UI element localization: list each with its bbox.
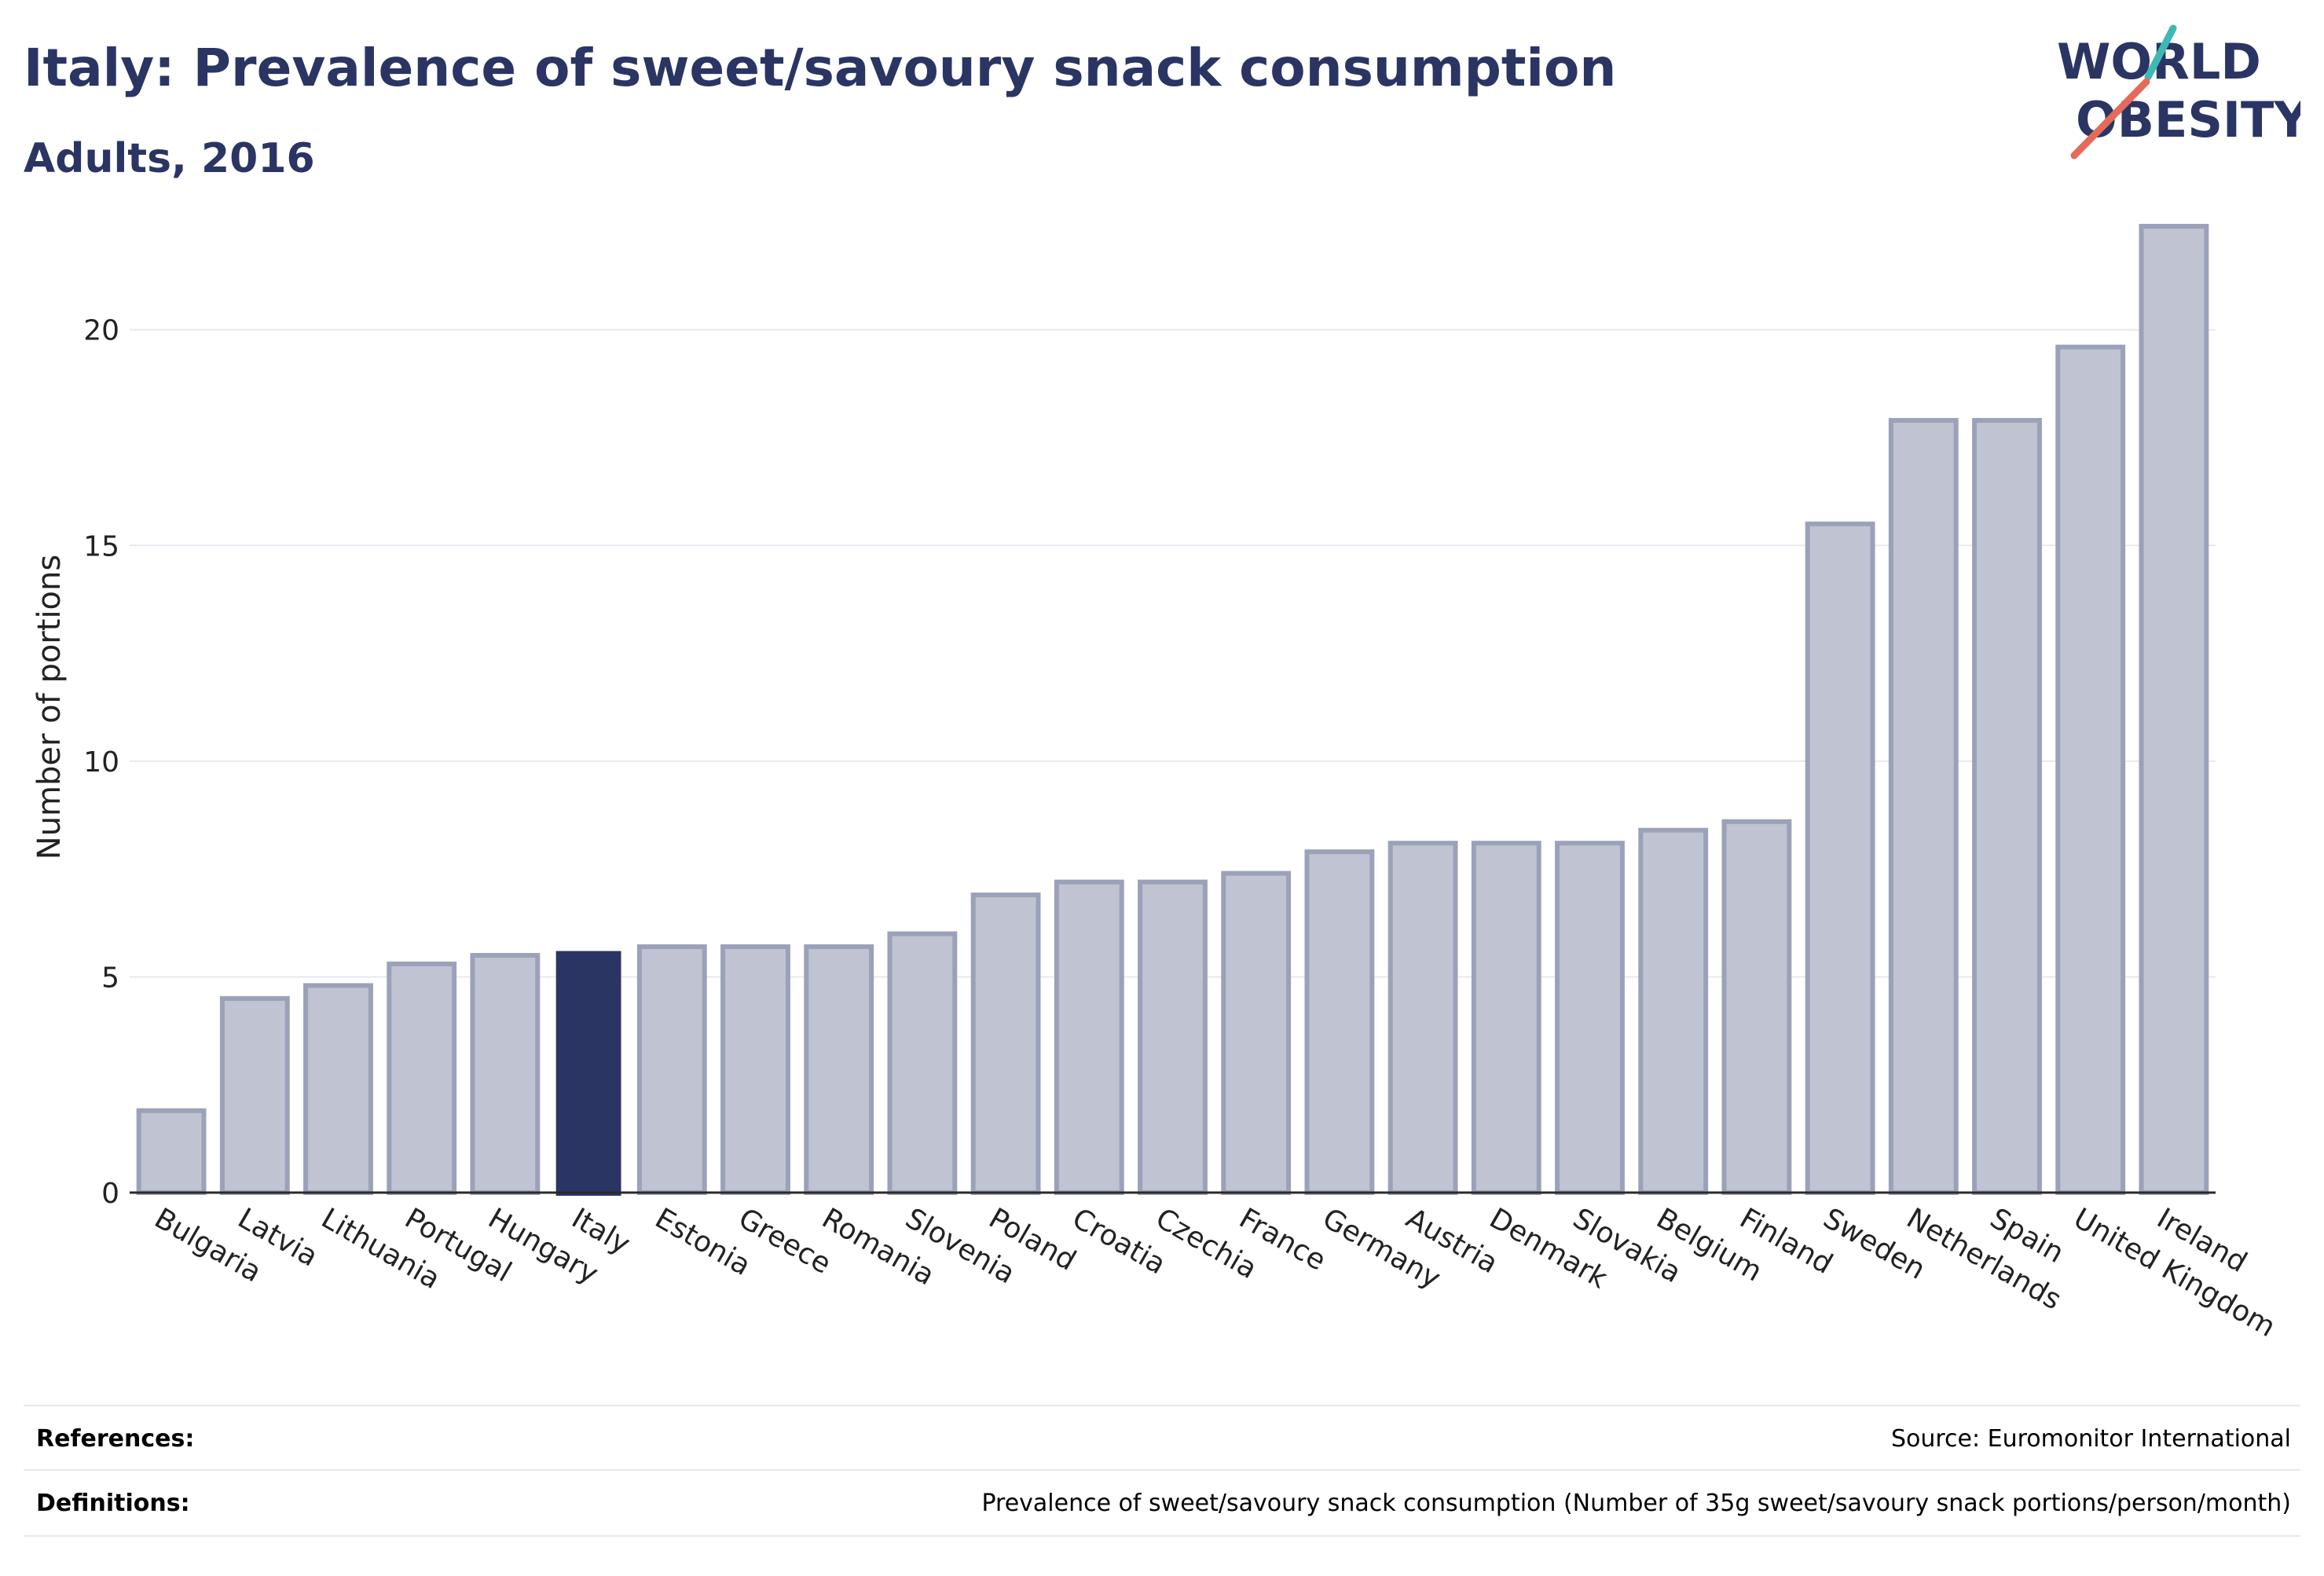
x-tick-label: Estonia bbox=[650, 1202, 756, 1282]
bar-romania bbox=[804, 944, 874, 1195]
y-tick-label: 20 bbox=[83, 315, 119, 347]
bar-slovakia bbox=[1555, 841, 1625, 1195]
bar-poland bbox=[970, 892, 1041, 1195]
bar-hungary bbox=[470, 952, 541, 1195]
x-tick-label: Greece bbox=[733, 1202, 836, 1281]
chart-subtitle: Adults, 2016 bbox=[24, 135, 315, 182]
bar-belgium bbox=[1638, 827, 1709, 1196]
references-row: References: Source: Euromonitor Internat… bbox=[24, 1405, 2300, 1471]
bar-austria bbox=[1387, 841, 1458, 1195]
bar-bulgaria bbox=[136, 1108, 207, 1195]
definitions-value: Prevalence of sweet/savoury snack consum… bbox=[981, 1490, 2291, 1517]
definitions-row: Definitions: Prevalence of sweet/savoury… bbox=[24, 1469, 2300, 1537]
bar-chart: 0 5 10 15 20 BulgariaLatviaLithuaniaPortugal… bbox=[31, 223, 2281, 1343]
chart-title: Italy: Prevalence of sweet/savoury snack… bbox=[24, 38, 1617, 98]
y-tick-label: 0 bbox=[101, 1178, 119, 1210]
bar-spain bbox=[1972, 418, 2042, 1195]
bar-italy bbox=[555, 951, 621, 1196]
bar-estonia bbox=[636, 944, 707, 1195]
bar-slovenia bbox=[887, 931, 958, 1195]
logo-slash-bottom bbox=[2070, 78, 2150, 159]
bar-czechia bbox=[1138, 879, 1208, 1195]
bar-lithuania bbox=[303, 983, 373, 1195]
definitions-label: Definitions: bbox=[36, 1490, 190, 1517]
bar-sweden bbox=[1805, 521, 1875, 1195]
bars bbox=[136, 223, 2209, 1196]
references-label: References: bbox=[36, 1425, 195, 1453]
bar-latvia bbox=[219, 995, 290, 1196]
bar-united-kingdom bbox=[2055, 344, 2126, 1195]
world-obesity-logo: WORLD OBESITY bbox=[2057, 24, 2300, 159]
bar-finland bbox=[1721, 819, 1792, 1195]
x-tick-label: Croatia bbox=[1067, 1202, 1171, 1281]
x-tick-labels: BulgariaLatviaLithuaniaPortugalHungaryIt… bbox=[149, 1202, 2281, 1343]
bar-croatia bbox=[1054, 879, 1124, 1195]
y-tick-label: 15 bbox=[83, 530, 119, 563]
bar-germany bbox=[1304, 849, 1375, 1196]
bar-france bbox=[1221, 870, 1292, 1195]
y-tick-label: 5 bbox=[101, 962, 119, 994]
bar-portugal bbox=[387, 961, 457, 1195]
logo-slash-top bbox=[2144, 24, 2177, 81]
references-value: Source: Euromonitor International bbox=[1890, 1425, 2291, 1453]
y-axis-title: Number of portions bbox=[31, 555, 68, 859]
bar-netherlands bbox=[1888, 418, 1959, 1195]
bar-greece bbox=[720, 944, 790, 1195]
bar-ireland bbox=[2139, 223, 2209, 1195]
y-tick-labels: 0 5 10 15 20 bbox=[83, 315, 119, 1210]
y-tick-label: 10 bbox=[83, 746, 119, 779]
bar-denmark bbox=[1471, 841, 1541, 1195]
